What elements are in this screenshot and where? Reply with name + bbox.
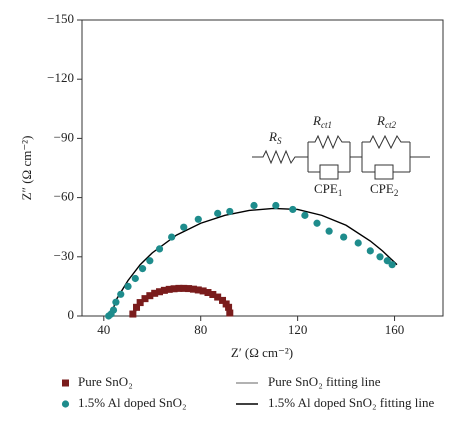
legend-label: Pure SnO₂ [78, 374, 133, 389]
x-tick-label: 40 [97, 322, 110, 337]
x-tick-label: 80 [194, 322, 207, 337]
data-point [250, 201, 258, 210]
data-point [376, 253, 384, 261]
legend-marker [61, 400, 70, 408]
data-point [131, 274, 139, 283]
y-axis-label: Z″ (Ω cm⁻²) [19, 136, 34, 201]
inset-label: CPE1 [314, 181, 342, 198]
data-point [146, 292, 154, 300]
data-point [214, 209, 222, 217]
data-point [146, 257, 154, 265]
data-point [204, 289, 212, 297]
data-point [194, 215, 202, 223]
data-point [313, 219, 321, 227]
data-point [388, 261, 396, 269]
data-point [175, 284, 183, 292]
data-point [141, 295, 149, 303]
plot-frame [81, 19, 444, 317]
data-point [180, 284, 188, 292]
data-point [129, 310, 137, 318]
data-point [189, 285, 197, 293]
inset-label: CPE2 [370, 181, 398, 198]
y-tick-label: −30 [54, 248, 74, 263]
y-tick-label: −150 [47, 11, 74, 26]
data-point [194, 286, 202, 294]
y-tick-label: −60 [54, 189, 74, 204]
legend-marker [62, 379, 69, 387]
x-axis-label: Z′ (Ω cm⁻²) [231, 345, 293, 360]
circuit-inset: RS Rct1 CPE1 Rct2 CPE2 [252, 113, 430, 198]
data-point [180, 223, 188, 231]
data-point [383, 257, 391, 265]
data-point [109, 306, 118, 314]
data-point [160, 286, 168, 294]
data-point [226, 309, 234, 317]
fit-line [110, 207, 398, 317]
inset-label: Rct2 [376, 113, 396, 130]
data-point [325, 227, 333, 235]
data-point [112, 298, 120, 306]
data-point [272, 201, 280, 210]
data-point [124, 282, 132, 290]
data-point [185, 285, 193, 293]
data-point [155, 245, 164, 253]
data-point [219, 296, 227, 304]
data-point [289, 205, 297, 214]
data-point [340, 233, 348, 241]
legend-label: Pure SnO₂ fitting line [268, 374, 381, 389]
data-point [354, 239, 362, 247]
data-point [214, 293, 222, 301]
y-tick-label: 0 [68, 307, 75, 322]
data-point [117, 290, 125, 298]
data-point [165, 285, 173, 293]
inset-label: Rct1 [312, 113, 332, 130]
data-point [136, 299, 144, 307]
legend-label: 1.5% Al doped SnO₂ fitting line [268, 395, 435, 410]
data-point [151, 289, 159, 297]
x-tick-label: 160 [385, 322, 405, 337]
inset-label: RS [268, 129, 282, 146]
data-point [138, 265, 147, 273]
data-point [209, 290, 217, 298]
data-point [301, 211, 309, 219]
y-tick-label: −90 [54, 129, 74, 144]
data-point [225, 303, 233, 311]
x-tick-label: 120 [288, 322, 308, 337]
data-point [366, 247, 374, 255]
data-point [170, 285, 178, 293]
data-point [199, 287, 207, 295]
data-point [168, 233, 176, 241]
y-tick-label: −120 [47, 70, 74, 85]
data-point [156, 288, 164, 296]
legend-label: 1.5% Al doped SnO₂ [78, 395, 187, 410]
data-point [133, 303, 141, 311]
data-point [226, 207, 234, 216]
